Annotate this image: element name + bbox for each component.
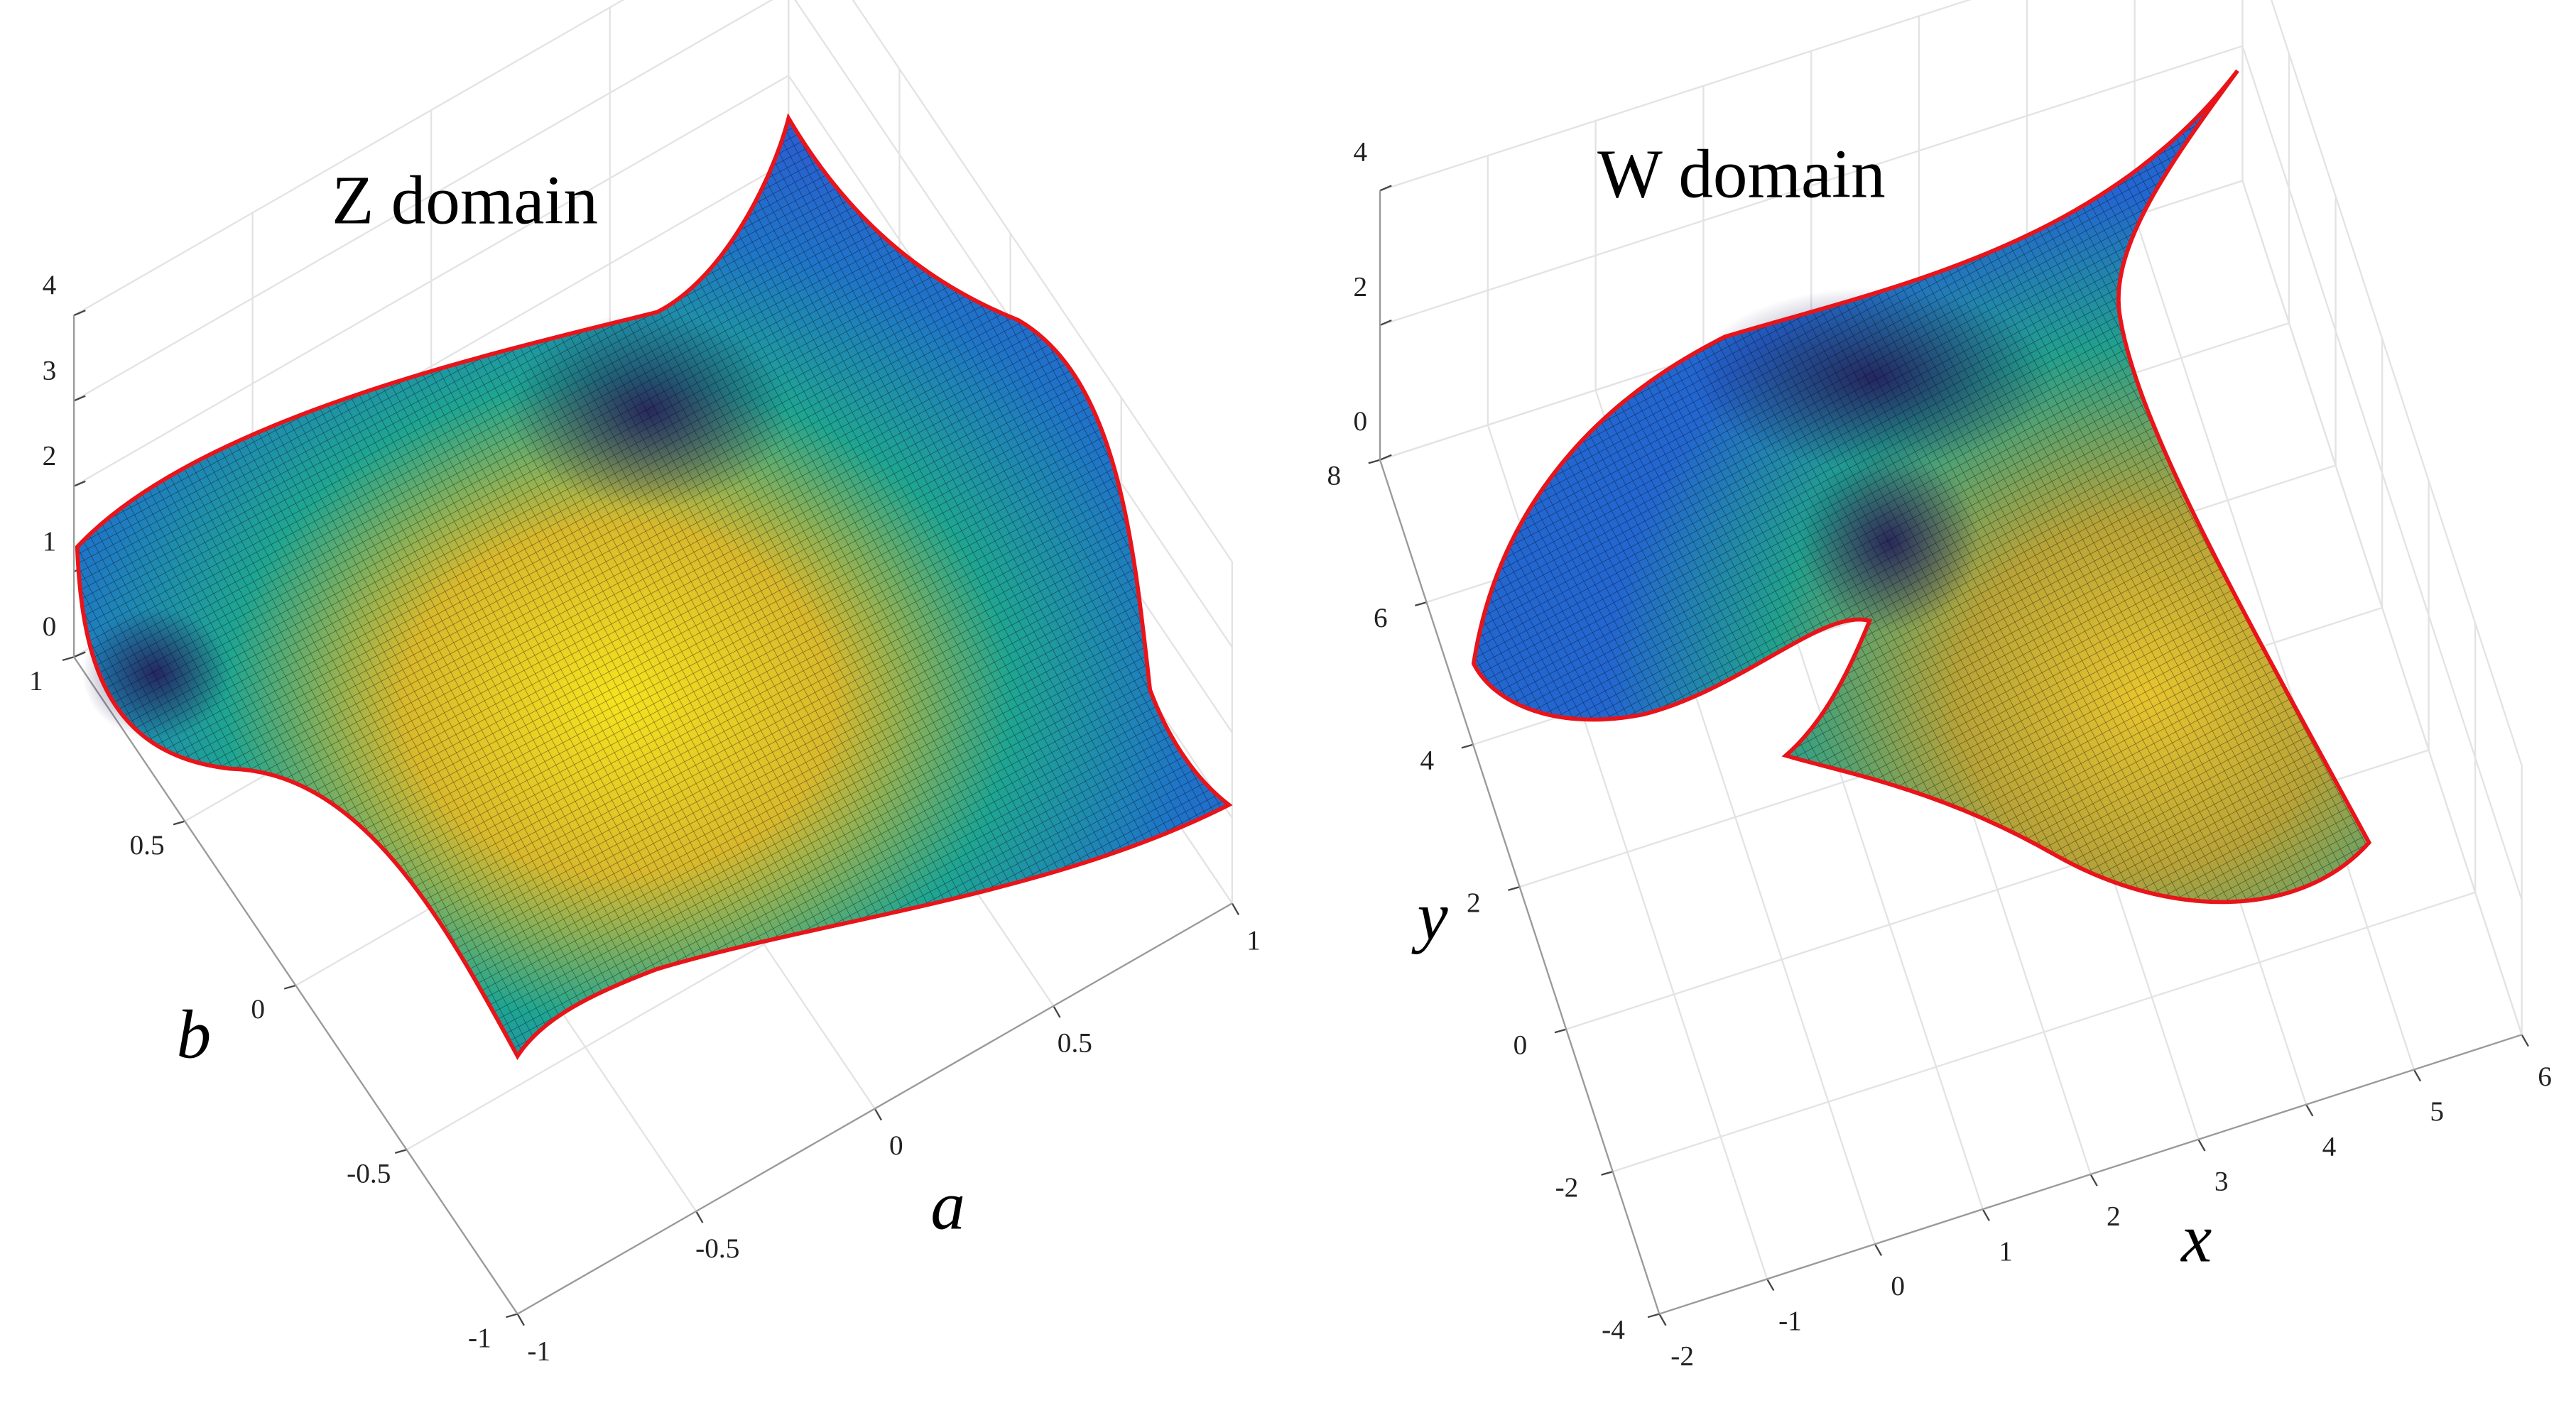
- y-tick-label: 6: [1374, 602, 1388, 633]
- tick-mark: [73, 651, 86, 658]
- tick-mark: [1601, 1170, 1614, 1176]
- tick-mark: [1415, 601, 1427, 606]
- x-tick-label: -1: [527, 1335, 550, 1366]
- y-tick-label: 2: [1467, 887, 1481, 918]
- tick-mark: [1508, 886, 1520, 891]
- y-tick-label: 4: [1420, 744, 1435, 775]
- y-tick-label: 8: [1327, 459, 1341, 491]
- tick-mark: [283, 984, 296, 990]
- surface-edge: [1471, 69, 2372, 905]
- tick-mark: [73, 310, 86, 317]
- tick-mark: [73, 395, 86, 402]
- x-tick-label: 6: [2538, 1061, 2552, 1092]
- x-axis-label: x: [2180, 1201, 2212, 1277]
- tick-mark: [2413, 1069, 2422, 1082]
- tick-mark: [1231, 902, 1240, 916]
- y-tick-label: 0.5: [129, 829, 164, 861]
- x-tick-label: 1: [1999, 1235, 2013, 1267]
- tick-mark: [2197, 1139, 2206, 1152]
- z-tick-label: 2: [43, 440, 57, 471]
- y-axis-label: y: [1411, 878, 1448, 955]
- tick-mark: [1647, 1313, 1660, 1319]
- chart-title: Z domain: [332, 163, 598, 239]
- tick-mark: [1368, 459, 1381, 464]
- z-tick-label: 0: [1353, 405, 1367, 437]
- x-tick-label: -2: [1670, 1340, 1694, 1371]
- tick-mark: [62, 656, 75, 662]
- grid-line: [2271, 0, 2523, 766]
- tick-mark: [1874, 1243, 1883, 1257]
- x-tick-label: 2: [2107, 1201, 2121, 1232]
- z-tick-label: 1: [43, 525, 57, 557]
- tick-mark: [73, 480, 86, 487]
- grid-line: [73, 0, 625, 317]
- axis-line: [1379, 459, 1661, 1314]
- z-tick-label: 4: [43, 269, 57, 300]
- y-axis-label: b: [177, 997, 212, 1074]
- tick-mark: [506, 1313, 518, 1319]
- z-tick-label: 0: [43, 611, 57, 642]
- surface-edge: [75, 113, 1233, 1061]
- axis-line: [1658, 1034, 2523, 1315]
- grid-line: [852, 0, 1233, 562]
- tick-mark: [1982, 1208, 1990, 1221]
- surface-z: [75, 113, 1233, 1061]
- x-tick-label: 1: [1246, 924, 1261, 956]
- grid-line: [2241, 45, 2523, 901]
- z-tick-label: 4: [1353, 136, 1367, 168]
- tick-mark: [394, 1149, 407, 1154]
- z-tick-label: 3: [43, 354, 57, 386]
- y-tick-label: 0: [251, 993, 265, 1025]
- tick-mark: [2305, 1104, 2314, 1117]
- tick-mark: [1766, 1278, 1775, 1292]
- grid-line: [73, 0, 773, 402]
- axis-line: [73, 656, 518, 1315]
- surface-w: [1471, 69, 2372, 905]
- grid-line: [1379, 45, 2243, 327]
- tick-mark: [1379, 454, 1392, 461]
- grid-line: [2241, 180, 2523, 1035]
- surface-mesh: [77, 118, 1229, 1057]
- grid-line: [73, 75, 789, 487]
- tick-mark: [1379, 185, 1392, 192]
- z-tick-label: 2: [1353, 271, 1367, 302]
- tick-mark: [2089, 1174, 2098, 1186]
- grid-line: [1612, 891, 2476, 1173]
- tick-mark: [173, 820, 185, 826]
- x-tick-label: -0.5: [695, 1233, 739, 1264]
- x-axis-label: a: [930, 1167, 965, 1244]
- x-tick-label: 0: [889, 1130, 903, 1161]
- x-tick-label: 0: [1891, 1270, 1905, 1301]
- tick-mark: [1379, 320, 1392, 327]
- y-tick-label: -1: [468, 1322, 491, 1353]
- y-tick-label: -2: [1555, 1172, 1579, 1203]
- grid-line: [1379, 0, 1972, 192]
- tick-mark: [1461, 743, 1474, 749]
- y-tick-label: 0: [1513, 1029, 1528, 1060]
- x-tick-label: 3: [2214, 1166, 2229, 1197]
- tick-mark: [2521, 1034, 2529, 1047]
- x-tick-label: 4: [2322, 1130, 2337, 1162]
- chart-title: W domain: [1597, 136, 1886, 213]
- tick-mark: [1658, 1313, 1667, 1326]
- x-tick-label: -1: [1778, 1305, 1802, 1336]
- x-tick-label: 0.5: [1058, 1027, 1092, 1059]
- tick-mark: [516, 1313, 525, 1326]
- tick-mark: [1554, 1028, 1567, 1034]
- y-tick-label: -4: [1602, 1314, 1625, 1345]
- x-tick-label: 5: [2430, 1096, 2444, 1127]
- y-tick-label: 1: [29, 665, 43, 697]
- tick-mark: [695, 1211, 704, 1223]
- tick-mark: [874, 1108, 883, 1121]
- axis-line: [517, 902, 1233, 1315]
- tick-mark: [1053, 1005, 1061, 1018]
- y-tick-label: -0.5: [347, 1158, 391, 1189]
